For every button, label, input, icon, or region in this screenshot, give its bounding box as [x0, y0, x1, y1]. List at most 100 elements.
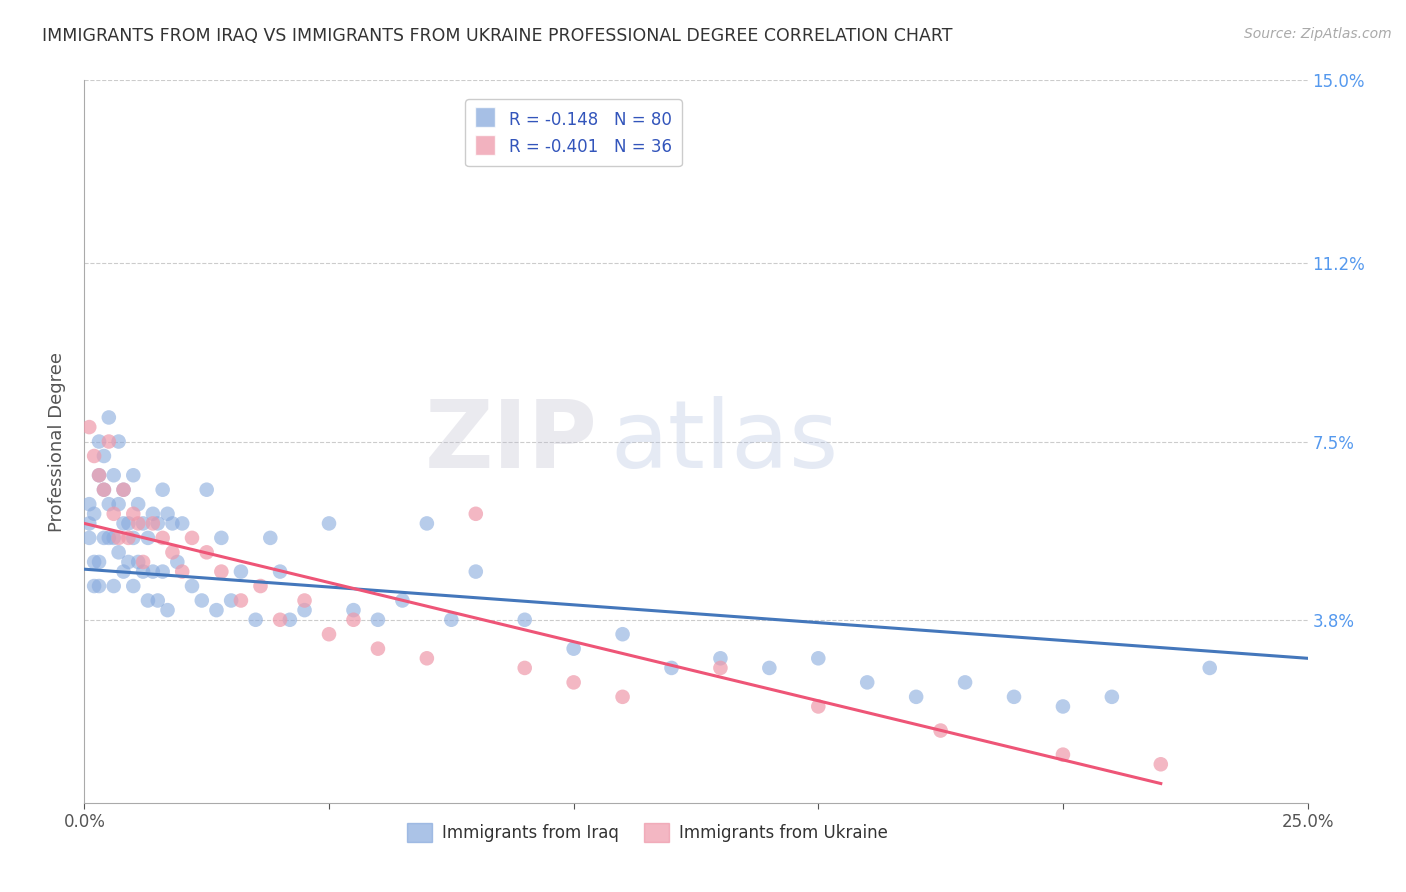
Point	[342, 613, 364, 627]
Text: IMMIGRANTS FROM IRAQ VS IMMIGRANTS FROM UKRAINE PROFESSIONAL DEGREE CORRELATION : IMMIGRANTS FROM IRAQ VS IMMIGRANTS FROM …	[42, 27, 953, 45]
Point	[318, 627, 340, 641]
Point	[162, 516, 184, 531]
Text: ZIP: ZIP	[425, 395, 598, 488]
Point	[117, 531, 139, 545]
Point	[77, 420, 100, 434]
Point	[87, 555, 110, 569]
Point	[278, 613, 301, 627]
Point	[1101, 690, 1123, 704]
Point	[416, 651, 439, 665]
Point	[612, 690, 634, 704]
Point	[259, 531, 281, 545]
Text: Source: ZipAtlas.com: Source: ZipAtlas.com	[1244, 27, 1392, 41]
Point	[562, 675, 585, 690]
Point	[269, 565, 291, 579]
Point	[83, 507, 105, 521]
Point	[367, 613, 389, 627]
Point	[562, 641, 585, 656]
Point	[107, 497, 129, 511]
Point	[83, 555, 105, 569]
Point	[117, 516, 139, 531]
Point	[117, 555, 139, 569]
Point	[132, 516, 155, 531]
Point	[391, 593, 413, 607]
Point	[103, 531, 125, 545]
Point	[93, 449, 115, 463]
Point	[87, 434, 110, 449]
Y-axis label: Professional Degree: Professional Degree	[48, 351, 66, 532]
Point	[122, 531, 145, 545]
Point	[612, 627, 634, 641]
Point	[122, 468, 145, 483]
Point	[107, 545, 129, 559]
Point	[269, 613, 291, 627]
Point	[205, 603, 228, 617]
Point	[77, 497, 100, 511]
Point	[294, 593, 316, 607]
Point	[219, 593, 242, 607]
Point	[112, 516, 135, 531]
Point	[103, 468, 125, 483]
Point	[513, 613, 536, 627]
Point	[172, 565, 194, 579]
Point	[209, 531, 232, 545]
Point	[661, 661, 683, 675]
Point	[112, 483, 135, 497]
Point	[93, 531, 115, 545]
Point	[107, 434, 129, 449]
Point	[195, 483, 218, 497]
Point	[172, 516, 194, 531]
Text: atlas: atlas	[610, 395, 838, 488]
Point	[464, 507, 486, 521]
Point	[195, 545, 218, 559]
Point	[1052, 699, 1074, 714]
Point	[440, 613, 463, 627]
Point	[229, 565, 252, 579]
Point	[1002, 690, 1025, 704]
Point	[181, 531, 204, 545]
Point	[416, 516, 439, 531]
Point	[146, 516, 169, 531]
Point	[142, 565, 165, 579]
Point	[209, 565, 232, 579]
Point	[318, 516, 340, 531]
Point	[156, 507, 179, 521]
Point	[191, 593, 214, 607]
Point	[77, 516, 100, 531]
Point	[136, 531, 159, 545]
Point	[1198, 661, 1220, 675]
Point	[87, 579, 110, 593]
Point	[87, 468, 110, 483]
Point	[367, 641, 389, 656]
Point	[1150, 757, 1173, 772]
Point	[807, 699, 830, 714]
Point	[97, 531, 120, 545]
Point	[152, 565, 174, 579]
Point	[929, 723, 952, 738]
Point	[709, 651, 731, 665]
Point	[181, 579, 204, 593]
Point	[103, 579, 125, 593]
Point	[905, 690, 928, 704]
Point	[136, 593, 159, 607]
Point	[142, 507, 165, 521]
Point	[229, 593, 252, 607]
Point	[249, 579, 271, 593]
Point	[162, 545, 184, 559]
Point	[93, 483, 115, 497]
Point	[112, 483, 135, 497]
Point	[166, 555, 188, 569]
Point	[127, 497, 149, 511]
Point	[709, 661, 731, 675]
Point	[856, 675, 879, 690]
Point	[97, 410, 120, 425]
Legend: Immigrants from Iraq, Immigrants from Ukraine: Immigrants from Iraq, Immigrants from Uk…	[399, 816, 894, 848]
Point	[97, 497, 120, 511]
Point	[122, 579, 145, 593]
Point	[464, 565, 486, 579]
Point	[132, 565, 155, 579]
Point	[97, 434, 120, 449]
Point	[87, 468, 110, 483]
Point	[342, 603, 364, 617]
Point	[146, 593, 169, 607]
